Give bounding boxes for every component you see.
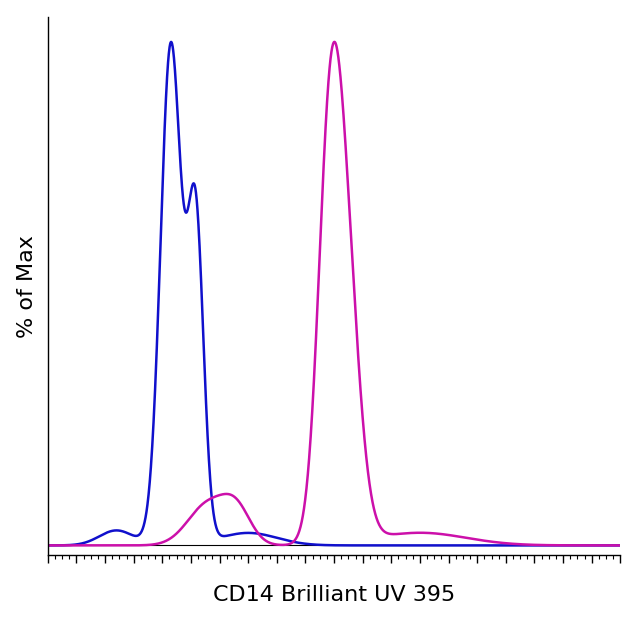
X-axis label: CD14 Brilliant UV 395: CD14 Brilliant UV 395	[213, 585, 455, 605]
Y-axis label: % of Max: % of Max	[17, 234, 37, 338]
